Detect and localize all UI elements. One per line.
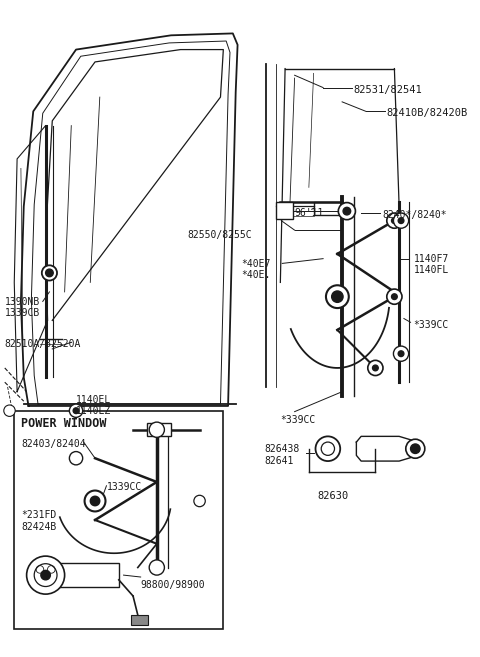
Text: 82630: 82630 <box>317 491 348 501</box>
Text: 1140F7
1140FL: 1140F7 1140FL <box>413 254 449 275</box>
Text: 1390NB
1339CB: 1390NB 1339CB <box>5 297 40 318</box>
Text: 826438
82641: 826438 82641 <box>264 444 300 466</box>
Bar <box>276 202 293 219</box>
Text: 82550/8255C: 82550/8255C <box>187 230 252 240</box>
Circle shape <box>73 408 79 413</box>
Circle shape <box>41 570 50 580</box>
Circle shape <box>398 217 404 223</box>
Text: 8240*/8240*: 8240*/8240* <box>382 210 447 220</box>
Circle shape <box>70 404 83 417</box>
Circle shape <box>4 405 15 417</box>
Circle shape <box>70 451 83 465</box>
Circle shape <box>387 289 402 304</box>
Circle shape <box>149 422 165 438</box>
Circle shape <box>372 365 378 371</box>
Circle shape <box>326 285 349 308</box>
Text: 82403/82404: 82403/82404 <box>21 440 85 449</box>
Text: 1140EL
1140LZ: 1140EL 1140LZ <box>76 395 111 416</box>
Circle shape <box>46 269 53 277</box>
Circle shape <box>410 444 420 453</box>
Circle shape <box>26 556 65 594</box>
Circle shape <box>398 351 404 357</box>
Circle shape <box>84 491 106 511</box>
Text: POWER WINDOW: POWER WINDOW <box>21 417 107 430</box>
Text: 98800/98900: 98800/98900 <box>141 580 205 590</box>
Text: 96'11: 96'11 <box>295 208 324 218</box>
Text: 82510A/82520A: 82510A/82520A <box>5 340 81 350</box>
Circle shape <box>392 294 397 300</box>
Circle shape <box>90 496 100 506</box>
Text: 1339CC: 1339CC <box>107 482 142 492</box>
Text: *339CC: *339CC <box>280 415 315 426</box>
Circle shape <box>332 291 343 302</box>
Circle shape <box>406 440 425 458</box>
Bar <box>131 615 148 625</box>
Circle shape <box>315 436 340 461</box>
Circle shape <box>338 202 355 219</box>
Circle shape <box>368 360 383 376</box>
Text: *231FD
82424B: *231FD 82424B <box>21 510 56 532</box>
Circle shape <box>392 217 397 223</box>
Text: *40E7
*40E.: *40E7 *40E. <box>241 259 271 281</box>
Circle shape <box>149 560 165 575</box>
Circle shape <box>394 213 408 228</box>
Text: 82531/82541: 82531/82541 <box>354 85 422 95</box>
Circle shape <box>394 346 408 361</box>
Text: *339CC: *339CC <box>413 321 449 330</box>
Bar <box>14 411 223 629</box>
Circle shape <box>387 213 402 228</box>
Text: 82410B/82420B: 82410B/82420B <box>387 108 468 118</box>
Bar <box>313 202 342 215</box>
Circle shape <box>194 495 205 507</box>
Bar <box>48 563 119 587</box>
Circle shape <box>343 208 351 215</box>
Circle shape <box>42 265 57 281</box>
Bar <box>147 423 171 436</box>
